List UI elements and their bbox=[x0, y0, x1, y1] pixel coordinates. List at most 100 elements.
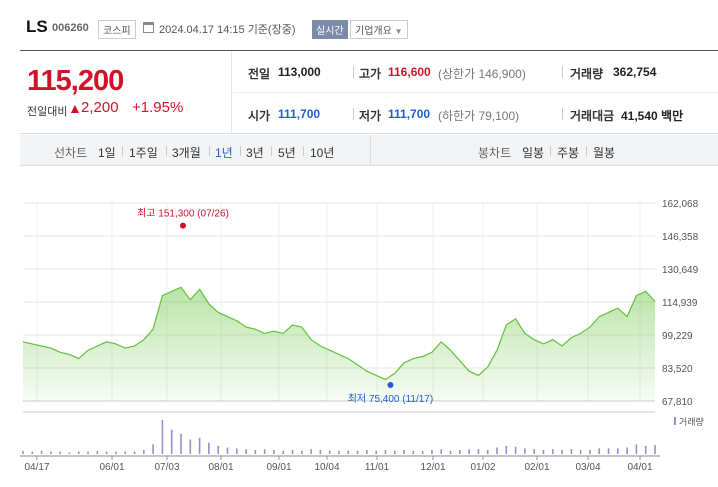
candle-chart-label: 봉차트 bbox=[478, 146, 512, 160]
volume-bar bbox=[440, 449, 443, 454]
volume-bar bbox=[393, 450, 396, 454]
volume-bar bbox=[68, 452, 71, 454]
volume-bar bbox=[105, 451, 108, 454]
up-arrow-icon: ▲ bbox=[68, 100, 82, 116]
volume-bar bbox=[477, 449, 480, 454]
tab-1w[interactable]: 1주일 bbox=[129, 146, 158, 160]
price-area bbox=[23, 287, 655, 401]
cell-divider bbox=[562, 108, 563, 120]
tab-divider bbox=[166, 146, 167, 156]
market-badge: 코스피 bbox=[98, 20, 136, 39]
volume-bar bbox=[96, 450, 99, 454]
open-label: 시가 bbox=[248, 109, 271, 123]
volume-bar bbox=[514, 446, 517, 454]
volume-bar bbox=[217, 445, 219, 454]
chevron-down-icon: ▼ bbox=[394, 27, 403, 36]
tab-1y[interactable]: 1년 bbox=[215, 146, 233, 160]
price-line bbox=[22, 286, 656, 381]
volume-bar bbox=[617, 448, 619, 454]
stock-code: 006260 bbox=[52, 22, 89, 34]
volume-bar bbox=[626, 447, 628, 454]
lower-limit: (하한가 79,100) bbox=[438, 109, 520, 123]
tab-weekly[interactable]: 주봉 bbox=[557, 146, 580, 160]
volume-bar bbox=[143, 449, 145, 454]
tab-3m[interactable]: 3개월 bbox=[172, 146, 201, 160]
tab-divider bbox=[550, 146, 551, 156]
volume-bar bbox=[459, 449, 461, 454]
stock-header: LS 006260 코스피 2024.04.17 14:15 기준(장중) 실시… bbox=[0, 0, 718, 50]
chart-period-tabs: 선차트 1일 1주일 3개월 1년 3년 5년 10년 봉차트 일봉 주봉 월봉 bbox=[20, 135, 718, 166]
quote-datetime: 2024.04.17 14:15 기준(장중) bbox=[159, 24, 296, 36]
tab-10y[interactable]: 10년 bbox=[310, 146, 335, 160]
volume-bar bbox=[254, 449, 257, 454]
low-label: 저가 bbox=[359, 109, 382, 123]
volume-bar bbox=[635, 444, 638, 454]
stock-name: LS bbox=[26, 17, 48, 36]
y-tick-label: 99,229 bbox=[662, 331, 693, 342]
tab-3y[interactable]: 3년 bbox=[246, 146, 264, 160]
x-tick-label: 12/01 bbox=[420, 462, 445, 473]
volume-bar bbox=[579, 449, 582, 454]
x-tick-label: 10/04 bbox=[314, 462, 339, 473]
tab-1d[interactable]: 1일 bbox=[98, 146, 116, 160]
volume-bar bbox=[273, 449, 275, 454]
volume-bar bbox=[654, 445, 656, 454]
prev-close-label: 전일 bbox=[248, 67, 271, 81]
volume-bar bbox=[366, 449, 368, 454]
tab-section-divider bbox=[370, 135, 371, 166]
volume-bar bbox=[607, 448, 610, 454]
volume-bar bbox=[403, 449, 405, 454]
volume-bar bbox=[198, 437, 201, 454]
y-tick-label: 162,068 bbox=[662, 199, 699, 210]
volume-bar bbox=[77, 451, 80, 454]
high-label: 고가 bbox=[359, 67, 382, 81]
volume-bar bbox=[301, 450, 303, 454]
volume-bar bbox=[496, 447, 498, 454]
volume-bar bbox=[486, 449, 489, 454]
min-price-marker bbox=[387, 382, 394, 389]
open-value: 111,700 bbox=[278, 107, 321, 121]
volume-bar bbox=[235, 448, 238, 454]
realtime-button[interactable]: 실시간 bbox=[312, 20, 348, 39]
volume-bar bbox=[226, 447, 229, 454]
y-tick-label: 67,810 bbox=[662, 397, 693, 408]
volume-bar bbox=[208, 442, 210, 454]
change-label: 전일대비 bbox=[27, 106, 68, 118]
volume-bar bbox=[524, 448, 526, 454]
tab-divider bbox=[303, 146, 304, 156]
x-tick-label: 03/04 bbox=[575, 462, 600, 473]
tab-daily[interactable]: 일봉 bbox=[522, 146, 545, 160]
min-price-label: 최저 75,400 (11/17) bbox=[348, 393, 434, 405]
high-value: 116,600 bbox=[388, 65, 431, 79]
x-tick-label: 09/01 bbox=[266, 462, 291, 473]
volume-bar bbox=[328, 450, 331, 454]
volume-bar bbox=[375, 450, 377, 454]
calendar-icon bbox=[143, 22, 154, 33]
volume-bar bbox=[570, 449, 573, 454]
volume-bar bbox=[31, 451, 34, 454]
max-price-marker bbox=[180, 222, 186, 229]
price-chart: 162,068 146,358 130,649 114,939 99,229 83,520… bbox=[0, 190, 718, 487]
volume-bar bbox=[412, 450, 415, 454]
volume-bar bbox=[124, 451, 127, 454]
cell-divider bbox=[353, 66, 354, 78]
volume-bar bbox=[22, 450, 24, 454]
tab-divider bbox=[122, 146, 123, 156]
volume-bar bbox=[189, 439, 192, 454]
price-change-percent: +1.95% bbox=[132, 99, 184, 116]
y-tick-label: 146,358 bbox=[662, 232, 699, 243]
volume-bar bbox=[115, 451, 117, 454]
company-info-button[interactable]: 기업개요 ▼ bbox=[350, 20, 408, 39]
tab-monthly[interactable]: 월봉 bbox=[593, 146, 616, 160]
tab-5y[interactable]: 5년 bbox=[278, 146, 296, 160]
x-tick-label: 04/01 bbox=[627, 462, 652, 473]
volume-bar bbox=[505, 445, 508, 454]
current-price-box: 115,200 전일대비 ▲ 2,200 +1.95% bbox=[20, 51, 232, 134]
y-tick-label: 114,939 bbox=[662, 298, 698, 309]
x-tick-label: 07/03 bbox=[154, 462, 179, 473]
tab-divider bbox=[240, 146, 241, 156]
volume-bar bbox=[291, 449, 294, 454]
price-chart-svg: 162,068 146,358 130,649 114,939 99,229 83,520… bbox=[20, 199, 704, 473]
volume-bar bbox=[319, 449, 322, 454]
volume-bar bbox=[384, 449, 387, 454]
